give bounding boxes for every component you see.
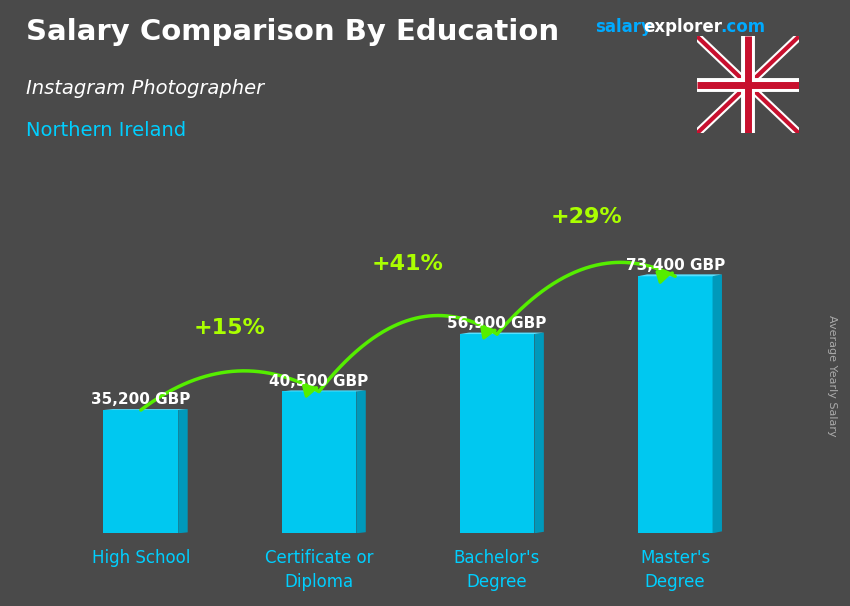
Polygon shape [178, 409, 188, 533]
Text: Salary Comparison By Education: Salary Comparison By Education [26, 18, 558, 46]
Polygon shape [535, 333, 544, 533]
Text: +15%: +15% [194, 318, 266, 338]
Text: Instagram Photographer: Instagram Photographer [26, 79, 264, 98]
Polygon shape [356, 390, 366, 533]
Polygon shape [712, 275, 722, 533]
Text: 35,200 GBP: 35,200 GBP [91, 392, 190, 407]
Bar [638, 276, 712, 533]
Text: 73,400 GBP: 73,400 GBP [626, 259, 725, 273]
Text: +29%: +29% [550, 207, 622, 227]
Text: 56,900 GBP: 56,900 GBP [447, 316, 547, 331]
Polygon shape [460, 333, 544, 334]
Text: 40,500 GBP: 40,500 GBP [269, 374, 369, 388]
Text: .com: .com [720, 18, 765, 36]
Text: explorer: explorer [643, 18, 722, 36]
Text: Average Yearly Salary: Average Yearly Salary [827, 315, 837, 436]
Polygon shape [104, 409, 188, 410]
Bar [281, 391, 356, 533]
Polygon shape [281, 390, 366, 391]
Bar [104, 410, 178, 533]
Polygon shape [638, 275, 722, 276]
Text: +41%: +41% [372, 254, 444, 274]
Text: salary: salary [595, 18, 652, 36]
Bar [460, 334, 535, 533]
Text: Northern Ireland: Northern Ireland [26, 121, 185, 140]
